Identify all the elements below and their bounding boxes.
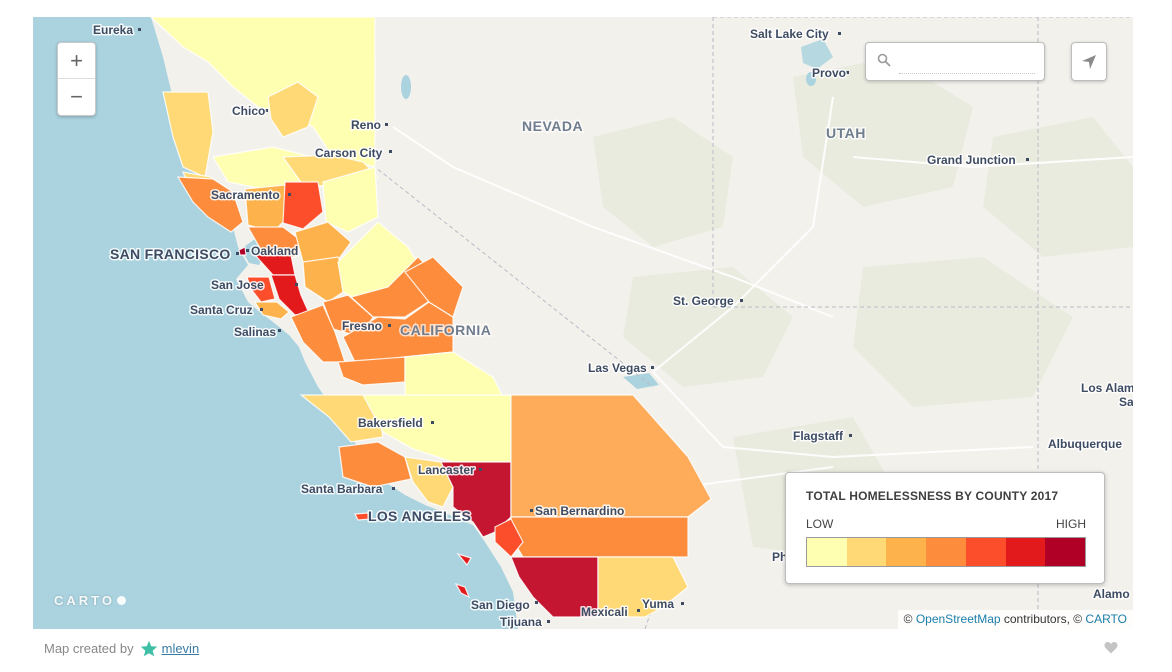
zoom-out-button[interactable]: − [70, 84, 83, 109]
place-label-salinas: Salinas [234, 325, 276, 339]
place-label-reno: Reno [351, 118, 381, 132]
legend-swatch-7 [1045, 538, 1086, 566]
legend-swatch-6 [1005, 538, 1046, 566]
legend-ends: LOW HIGH [806, 517, 1086, 531]
navigation-arrow-icon [1082, 54, 1096, 69]
carto-logo-dot-icon [116, 596, 126, 605]
county-choropleth[interactable] [150, 17, 712, 618]
place-label-lancaster: Lancaster [418, 463, 475, 477]
place-dots [138, 28, 1029, 623]
county-sonoma[interactable] [176, 176, 244, 233]
place-label-chico: Chico [232, 104, 265, 118]
county-san-francisco[interactable] [238, 246, 247, 256]
place-label-mexicali: Mexicali [581, 605, 628, 619]
place-label-grand-junction: Grand Junction [927, 153, 1016, 167]
great-salt-lake [801, 39, 833, 69]
map[interactable]: NEVADA UTAH CALIFORNIA Eureka Chico Reno… [33, 17, 1133, 629]
terrain-shading [593, 57, 1133, 557]
legend-swatch-3 [886, 538, 927, 566]
place-label-provo: Provo [812, 66, 846, 80]
county-butte[interactable] [267, 81, 319, 138]
pyramid-lake [401, 75, 411, 99]
place-label-santa-cruz: Santa Cruz [190, 303, 253, 317]
legend-title: TOTAL HOMELESSNESS BY COUNTY 2017 [806, 489, 1059, 503]
place-label-albuquerque: Albuquerque [1048, 437, 1122, 451]
channel-island-1[interactable] [354, 512, 372, 521]
county-tulare-inyo[interactable] [404, 256, 464, 318]
county-sierra-foothills[interactable] [322, 166, 379, 233]
place-label-santa-barbara: Santa Barbara [301, 482, 383, 496]
openstreetmap-link[interactable]: OpenStreetMap [915, 612, 1001, 626]
search-box [865, 42, 1045, 81]
county-inyo-desert[interactable] [404, 351, 504, 398]
legend-color-ramp [806, 537, 1086, 567]
heart-icon[interactable] [1104, 641, 1118, 654]
place-label-san-jose: San Jose [211, 278, 264, 292]
place-label-salt-lake-city: Salt Lake City [750, 27, 829, 41]
locate-button[interactable] [1071, 42, 1107, 81]
county-riverside[interactable] [510, 516, 689, 558]
place-label-carson-city: Carson City [315, 146, 383, 160]
county-kings-tulare[interactable] [337, 356, 406, 386]
star-icon [140, 640, 157, 657]
place-label-tijuana: Tijuana [500, 615, 542, 629]
county-santa-barbara[interactable] [338, 441, 412, 488]
search-input[interactable] [899, 51, 1035, 74]
place-label-los-angeles: LOS ANGELES [368, 508, 471, 524]
legend-swatch-4 [926, 538, 966, 566]
place-label-san-francisco: SAN FRANCISCO [110, 246, 231, 262]
place-label-las-vegas: Las Vegas [588, 361, 647, 375]
county-san-joaquin[interactable] [294, 221, 352, 268]
zoom-in-button[interactable]: + [58, 43, 95, 79]
map-footer: Map created by mlevin [44, 640, 199, 657]
attribution-middle: contributors, © [1000, 612, 1086, 626]
zoom-control: + − [57, 42, 96, 116]
map-attribution: © OpenStreetMap contributors, © CARTO [897, 610, 1133, 629]
place-label-alamogordo: Alamo [1093, 587, 1130, 601]
legend-low-label: LOW [806, 517, 834, 531]
state-label-nevada: NEVADA [522, 118, 583, 134]
utah-lake [806, 72, 816, 86]
legend-high-label: HIGH [1056, 517, 1086, 531]
place-label-san-diego: San Diego [471, 598, 530, 612]
footer-credit-text: Map created by [44, 641, 134, 656]
place-label-oakland: Oakland [251, 244, 298, 258]
county-orange[interactable] [494, 518, 524, 558]
place-label-st-george: St. George [673, 294, 734, 308]
channel-island-3[interactable] [454, 582, 471, 599]
carto-logo-text: CARTO [54, 593, 115, 608]
place-label-sacramento: Sacramento [211, 188, 280, 202]
county-sacramento[interactable] [244, 184, 289, 233]
place-label-los-alamos: Los Alam [1081, 381, 1133, 395]
state-label-utah: UTAH [826, 125, 866, 141]
search-icon [877, 53, 891, 67]
county-imperial[interactable] [597, 556, 689, 618]
county-santa-cruz[interactable] [253, 301, 290, 320]
basemap[interactable]: NEVADA UTAH CALIFORNIA Eureka Chico Reno… [33, 17, 1133, 629]
author-link[interactable]: mlevin [161, 641, 200, 656]
county-el-dorado[interactable] [282, 181, 324, 230]
legend-swatch-1 [807, 538, 847, 566]
place-label-flagstaff: Flagstaff [793, 429, 844, 443]
legend-swatch-2 [846, 538, 887, 566]
state-label-california: CALIFORNIA [400, 322, 491, 338]
place-label-yuma: Yuma [642, 597, 674, 611]
legend-swatch-5 [965, 538, 1006, 566]
pacific-ocean [33, 17, 518, 629]
place-label-bakersfield: Bakersfield [358, 416, 423, 430]
place-label-fresno: Fresno [342, 319, 382, 333]
county-alameda-area[interactable] [246, 226, 304, 258]
place-label-san-bernardino: San Bernardino [535, 504, 624, 518]
carto-link[interactable]: CARTO [1085, 612, 1127, 626]
county-san-mateo[interactable] [246, 276, 276, 303]
carto-logo: CARTO [54, 593, 126, 608]
attribution-prefix: © [903, 612, 916, 626]
place-label-santa-fe: Sa [1119, 395, 1133, 409]
place-label-eureka: Eureka [93, 23, 133, 37]
place-label-phoenix: Ph [772, 550, 787, 564]
legend: TOTAL HOMELESSNESS BY COUNTY 2017 LOW HI… [785, 472, 1105, 584]
channel-island-2[interactable] [456, 552, 472, 567]
